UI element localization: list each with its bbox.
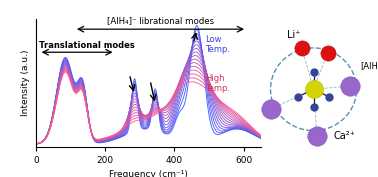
X-axis label: Frequency (cm⁻¹): Frequency (cm⁻¹) [109, 170, 188, 177]
Text: [AlH₄]⁻ librational modes: [AlH₄]⁻ librational modes [107, 16, 214, 25]
Text: High
Temp.: High Temp. [206, 74, 231, 93]
Y-axis label: Intensity (a.u.): Intensity (a.u.) [21, 50, 30, 116]
Text: [AlH₄]⁻: [AlH₄]⁻ [360, 62, 378, 71]
Text: Li⁺: Li⁺ [287, 30, 301, 40]
Text: Ca²⁺: Ca²⁺ [333, 131, 355, 141]
Text: Translational modes: Translational modes [39, 41, 135, 50]
Text: Low
Temp.: Low Temp. [206, 35, 231, 54]
